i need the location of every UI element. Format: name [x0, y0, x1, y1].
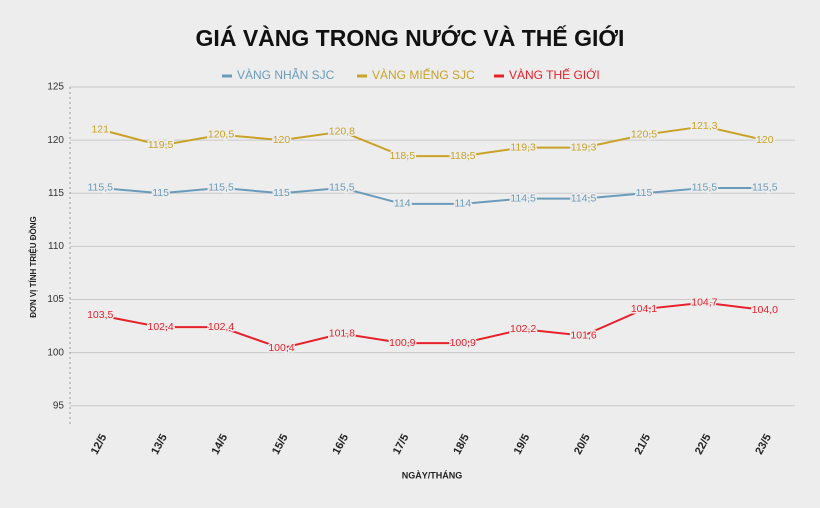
legend-label: VÀNG NHẪN SJC: [237, 67, 335, 82]
series-line: [100, 186, 765, 205]
data-label: 120: [273, 134, 291, 146]
data-label: 120,5: [208, 129, 234, 141]
y-tick-label: 105: [47, 294, 64, 305]
data-label: 115,5: [208, 182, 234, 194]
x-tick-label: 12/5: [89, 432, 110, 457]
data-label: 120,8: [329, 125, 355, 137]
x-tick-label: 20/5: [572, 432, 593, 457]
y-tick-label: 115: [48, 188, 64, 199]
data-label: 115,5: [692, 182, 718, 194]
data-label: 104,7: [691, 296, 717, 308]
data-label: 102,2: [510, 323, 536, 335]
data-label: 115: [636, 187, 653, 199]
x-tick-label: 21/5: [633, 432, 654, 457]
x-tick-label: 18/5: [451, 432, 472, 457]
data-label: 104,0: [752, 304, 778, 316]
data-label: 118,5: [450, 150, 476, 162]
data-label: 119,3: [571, 141, 597, 153]
data-label: 115,5: [752, 182, 778, 194]
data-label: 114,5: [571, 192, 597, 204]
x-tick-label: 16/5: [330, 432, 351, 457]
series-line: [99, 125, 766, 158]
data-label: 120,5: [631, 129, 657, 141]
x-axis-label: NGÀY/THÁNG: [402, 470, 463, 480]
data-label: 121,3: [691, 120, 717, 132]
data-label: 120: [756, 134, 774, 146]
y-tick-label: 95: [53, 400, 65, 411]
legend-label: VÀNG THẾ GIỚI: [509, 67, 600, 82]
x-tick-label: 15/5: [270, 432, 291, 457]
y-tick-label: 110: [48, 241, 64, 252]
data-label: 115,5: [87, 182, 113, 194]
data-label: 101,8: [329, 327, 355, 339]
data-label: 103,5: [87, 309, 113, 321]
data-label: 119,5: [148, 139, 174, 151]
y-tick-label: 100: [47, 347, 64, 358]
x-tick-label: 22/5: [693, 432, 714, 457]
x-tick-label: 17/5: [391, 432, 412, 457]
data-label: 102,4: [147, 321, 173, 333]
data-label: 100,9: [389, 337, 415, 349]
data-label: 115: [273, 187, 290, 199]
data-label: 100,9: [450, 337, 476, 349]
x-tick-label: 19/5: [512, 432, 533, 457]
x-tick-label: 23/5: [753, 432, 774, 457]
series-line: [100, 301, 765, 350]
data-label: 101,6: [570, 329, 596, 341]
data-label: 114: [454, 198, 471, 210]
data-label: 118,5: [390, 150, 416, 162]
data-label: 100,4: [268, 342, 294, 354]
x-tick-label: 13/5: [149, 432, 170, 457]
legend-label: VÀNG MIẾNG SJC: [372, 67, 475, 82]
data-label: 104,1: [631, 303, 657, 315]
chart-title: GIÁ VÀNG TRONG NƯỚC VÀ THẾ GIỚI: [196, 24, 625, 51]
x-tick-label: 14/5: [210, 432, 231, 457]
data-label: 102,4: [208, 321, 234, 333]
data-label: 114: [394, 198, 411, 210]
data-label: 121: [91, 123, 109, 135]
data-label: 115,5: [329, 182, 355, 194]
y-tick-label: 125: [47, 82, 64, 93]
y-axis-label: ĐƠN VỊ TÍNH TRIỆU ĐỒNG: [28, 216, 38, 318]
y-tick-label: 120: [47, 135, 64, 146]
data-label: 114,5: [510, 192, 536, 204]
data-label: 115: [152, 187, 169, 199]
data-label: 119,3: [510, 141, 536, 153]
